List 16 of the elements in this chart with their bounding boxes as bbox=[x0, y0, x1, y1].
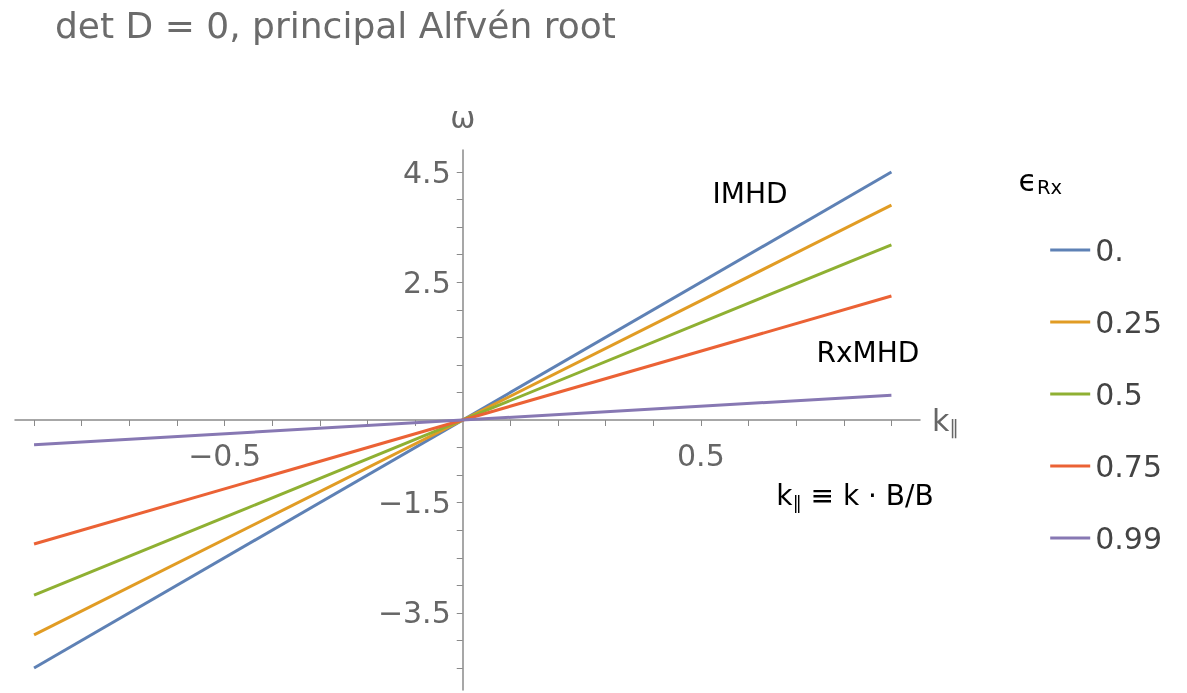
annotation: k∥ ≡ k · B/B bbox=[776, 478, 934, 513]
legend-label: 0.75 bbox=[1095, 448, 1162, 484]
legend-label: 0.25 bbox=[1095, 304, 1162, 340]
annotation: RxMHD bbox=[816, 335, 920, 369]
chart-title: det D = 0, principal Alfvén root bbox=[55, 4, 616, 46]
x-axis-title: k∥ bbox=[932, 402, 960, 439]
annotation: IMHD bbox=[712, 176, 788, 210]
y-tick-label: 4.5 bbox=[403, 154, 451, 190]
legend-label: 0.5 bbox=[1095, 376, 1143, 412]
y-tick-label: 2.5 bbox=[403, 264, 451, 300]
y-tick-label: −3.5 bbox=[377, 595, 451, 631]
legend-label: 0.99 bbox=[1095, 520, 1162, 556]
y-axis-title: ω bbox=[450, 99, 476, 135]
legend-label: 0. bbox=[1095, 232, 1124, 268]
x-tick-label: −0.5 bbox=[188, 437, 262, 473]
y-tick-label: −1.5 bbox=[377, 485, 451, 521]
